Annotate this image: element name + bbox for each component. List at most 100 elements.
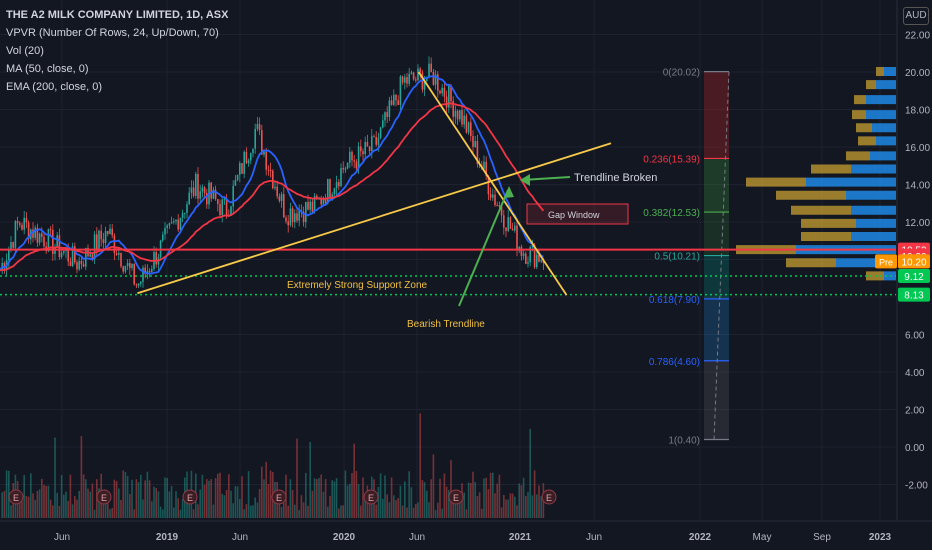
volume-bar [353, 443, 355, 518]
vp-row-down [801, 232, 851, 241]
candle-body [241, 163, 243, 174]
time-axis[interactable]: Jun 2019 Jun 2020 Jun 2021 Jun 2022 May Sep 2023 [0, 520, 932, 543]
x-tick-label: 2023 [869, 532, 892, 543]
volume-bar [382, 498, 384, 518]
volume-bar [85, 479, 87, 518]
volume-bar [25, 495, 28, 518]
candle-body [335, 182, 338, 189]
volume-bar [258, 488, 261, 518]
volume-bar [221, 493, 223, 518]
earnings-event-letter: E [453, 493, 459, 503]
y-tick-label: -2.00 [905, 481, 928, 492]
candle-body [428, 63, 430, 78]
fib-trend-line [713, 71, 730, 440]
volume-bar [245, 504, 248, 518]
candle-body [261, 130, 263, 155]
volume-bar [214, 478, 217, 518]
volume-bar [522, 477, 525, 518]
candle-body [186, 204, 188, 213]
candle-body [382, 120, 384, 128]
candle-body [430, 63, 432, 72]
volume-bar [494, 493, 496, 518]
volume-bar [540, 496, 542, 518]
chart-grid [0, 0, 896, 520]
candle-body [470, 122, 472, 137]
volume-bar [351, 472, 353, 518]
volume-bar [236, 486, 239, 518]
volume-bar [410, 487, 413, 518]
candle-body [14, 221, 17, 248]
candle-body [247, 160, 250, 164]
x-tick-label: 2022 [689, 532, 712, 543]
candle-body [254, 128, 256, 149]
volume-bar [261, 466, 263, 518]
candle-body [243, 151, 245, 174]
ema-indicator-label[interactable]: EMA (200, close, 0) [6, 81, 102, 93]
candle-body [122, 266, 124, 272]
volume-bar [531, 495, 534, 518]
volume-bar [311, 490, 314, 518]
candle-body [533, 244, 536, 268]
candle-body [516, 225, 518, 251]
fib-level-label: 0.382(12.53) [643, 208, 700, 219]
fib-level-label: 0.786(4.60) [649, 357, 700, 368]
volume-bars [1, 413, 545, 518]
premarket-tag-label: Pre [879, 257, 893, 267]
vpvr-indicator-label[interactable]: VPVR (Number Of Rows, 24, Up/Down, 70) [6, 27, 219, 39]
candle-body [250, 153, 252, 161]
candle-body [500, 206, 503, 216]
volume-bar [223, 495, 226, 518]
volume-bar [109, 509, 111, 518]
volume-bar [529, 428, 531, 518]
price-tag [898, 287, 930, 302]
y-tick-label: 4.00 [905, 368, 925, 379]
volume-bar [210, 479, 212, 518]
candle-body [47, 229, 50, 252]
volume-bar [296, 438, 298, 518]
earnings-event-letter: E [276, 493, 282, 503]
candle-body [492, 194, 494, 198]
candle-body [223, 198, 226, 200]
candle-body [269, 169, 272, 171]
candle-body [214, 189, 217, 200]
candle-body [60, 252, 63, 258]
candle-body [437, 74, 439, 91]
candle-body [74, 246, 76, 263]
candle-body [23, 217, 25, 230]
candle-body [415, 79, 417, 81]
candle-body [448, 86, 450, 108]
candle-body [362, 151, 364, 155]
currency-label[interactable]: AUD [903, 7, 929, 25]
candle-body [129, 262, 131, 268]
candle-body [289, 208, 292, 226]
volume-bar [395, 500, 397, 518]
ma-indicator-label[interactable]: MA (50, close, 0) [6, 63, 89, 75]
volume-bar [151, 501, 153, 518]
candle-body [69, 261, 72, 266]
candle-body [333, 188, 336, 195]
vp-row-up [876, 136, 896, 146]
volume-bar [492, 472, 494, 518]
volume-bar [232, 503, 234, 518]
volume-bar [443, 473, 446, 518]
moving-averages [0, 75, 545, 275]
volume-bar [166, 477, 168, 518]
fib-level-label: 0.618(7.90) [649, 295, 700, 306]
volume-bar [456, 497, 459, 518]
price-tag [898, 269, 930, 283]
volume-indicator-label[interactable]: Vol (20) [6, 45, 44, 57]
volume-bar [45, 485, 47, 518]
candle-body [91, 254, 94, 259]
volume-bar [485, 477, 487, 518]
fib-level-label: 0(20.02) [663, 68, 700, 79]
volume-bar [448, 490, 450, 518]
symbol-title[interactable]: THE A2 MILK COMPANY LIMITED, 1D, ASX [6, 9, 229, 21]
candle-body [25, 217, 28, 223]
volume-bar [452, 492, 454, 518]
candle-body [107, 231, 109, 234]
vp-row-down [854, 95, 866, 105]
candle-body [384, 112, 386, 121]
volume-bar [478, 492, 481, 518]
